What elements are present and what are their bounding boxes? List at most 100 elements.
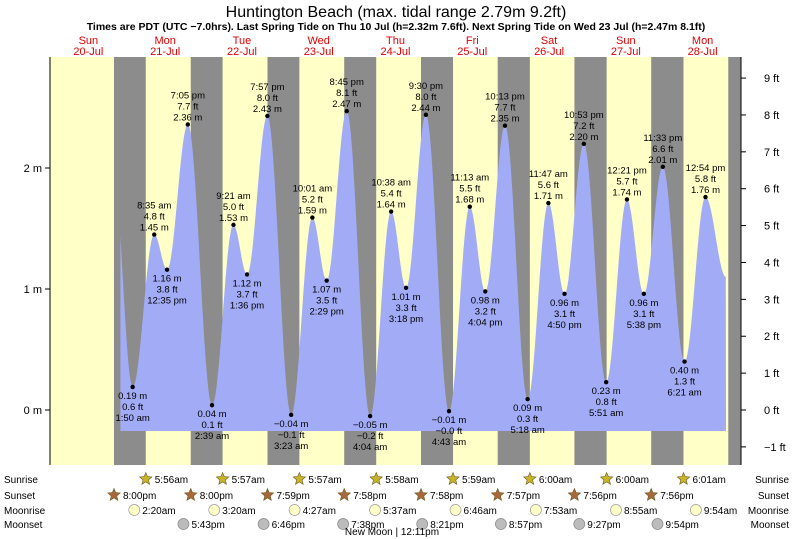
astro-row-label-right: Moonset: [751, 520, 790, 531]
tide-height-ft-label: 3.1 ft: [554, 309, 575, 320]
tide-height-m-label: 1.71 m: [534, 191, 563, 202]
tide-time-label: 6:21 am: [667, 388, 701, 399]
low-tide-marker: 0.40 m1.3 ft6:21 am: [667, 359, 702, 399]
moonrise-icon: [369, 504, 381, 516]
sunrise-icon: [369, 471, 384, 485]
sunset-time: 7:59pm: [276, 491, 309, 502]
tide-point: [562, 291, 567, 297]
tide-height-m-label: −0.04 m: [274, 419, 309, 430]
tide-time-label: 8:35 am: [137, 201, 171, 212]
day-date-label: 21-Jul: [150, 46, 180, 58]
astro-row-label-right: Sunrise: [755, 475, 789, 486]
high-tide-marker: 8:45 pm8.1 ft2.47 m: [330, 77, 364, 114]
tide-height-ft-label: 3.7 ft: [237, 289, 258, 300]
tide-time-label: 1:50 am: [115, 413, 149, 424]
moonset-time: 9:54pm: [666, 520, 699, 531]
moonrise-icon: [208, 504, 221, 516]
tide-height-ft-label: 0.8 ft: [596, 397, 617, 408]
tide-height-ft-label: −0.2 ft: [357, 431, 384, 442]
tide-time-label: 12:21 pm: [607, 165, 647, 176]
tide-height-m-label: 2.47 m: [332, 99, 361, 110]
moonset-icon: [495, 518, 507, 530]
tide-point: [682, 359, 687, 364]
high-tide-marker: 10:53 pm7.2 ft2.20 m: [564, 110, 604, 146]
tide-point: [446, 409, 452, 414]
low-tide-marker: 1.12 m3.7 ft1:36 pm: [230, 272, 264, 311]
right-tick-label: 7 ft: [764, 147, 779, 159]
right-tick-label: 0 ft: [764, 405, 779, 417]
tide-height-ft-label: 3.8 ft: [156, 285, 177, 296]
tide-point: [581, 141, 587, 146]
sunset-time: 8:00pm: [123, 491, 156, 502]
moonrise-time: 7:53am: [544, 506, 577, 517]
tide-time-label: 1:36 pm: [230, 300, 264, 311]
sunrise-time: 6:00am: [616, 475, 649, 486]
tide-height-m-label: 0.96 m: [550, 298, 579, 309]
left-tick-label: 1 m: [24, 284, 42, 296]
right-tick-label: 3 ft: [764, 294, 779, 306]
day-name-label: Mon: [692, 35, 713, 47]
tide-height-m-label: 2.35 m: [490, 114, 519, 125]
day-date-label: 24-Jul: [381, 46, 411, 58]
moonrise-time: 3:20am: [222, 506, 255, 517]
tide-point: [388, 209, 394, 214]
day-date-label: 27-Jul: [611, 46, 641, 58]
moonset-time: 8:57pm: [509, 520, 542, 531]
sunset-icon: [107, 487, 121, 501]
tide-point: [367, 413, 373, 419]
tide-height-ft-label: 0.3 ft: [517, 414, 538, 425]
tide-height-ft-label: −0.1 ft: [278, 430, 305, 441]
tide-height-ft-label: 8.1 ft: [336, 88, 357, 99]
tide-height-ft-label: 8.0 ft: [415, 92, 436, 103]
sunset-time: 7:56pm: [660, 491, 693, 502]
sunset-icon: [414, 487, 428, 501]
high-tide-marker: 12:21 pm5.7 ft1.74 m: [607, 165, 647, 202]
tide-point: [483, 289, 488, 294]
tide-time-label: 12:54 pm: [686, 163, 726, 174]
high-tide-marker: 11:47 am5.6 ft1.71 m: [529, 169, 568, 206]
tide-height-ft-label: 3.1 ft: [633, 309, 654, 320]
tide-height-ft-label: 5.6 ft: [538, 180, 559, 191]
chart-subtitle: Times are PDT (UTC −7.0hrs). Last Spring…: [87, 21, 706, 33]
tide-height-m-label: 2.20 m: [569, 132, 598, 143]
moonrise-time: 8:55am: [624, 506, 657, 517]
night-band: [728, 57, 741, 465]
tide-height-m-label: 0.09 m: [513, 403, 542, 414]
day-date-label: 28-Jul: [688, 46, 718, 58]
tide-time-label: 4:43 am: [432, 437, 466, 448]
tide-height-m-label: 2.43 m: [253, 104, 282, 115]
right-tick-label: 9 ft: [764, 73, 779, 85]
tide-height-ft-label: 3.5 ft: [316, 296, 337, 307]
tide-height-ft-label: 5.8 ft: [695, 174, 716, 185]
moonset-time: 7:38pm: [351, 520, 384, 531]
sunrise-time: 6:01am: [692, 475, 725, 486]
tide-time-label: 9:21 am: [216, 191, 250, 202]
moonset-icon: [257, 518, 270, 530]
tide-time-label: 11:13 am: [450, 173, 489, 184]
low-tide-marker: 1.01 m3.3 ft3:18 pm: [389, 285, 423, 325]
tide-point: [603, 379, 609, 385]
high-tide-marker: 9:30 pm8.0 ft2.44 m: [409, 81, 443, 117]
day-date-label: 25-Jul: [457, 46, 487, 58]
tide-height-m-label: 0.04 m: [198, 409, 227, 420]
tide-height-ft-label: 5.5 ft: [459, 184, 480, 195]
sunset-icon: [644, 487, 659, 501]
tide-point: [310, 215, 315, 220]
left-axis-meters: 0 m 1 m 2 m: [0, 57, 51, 465]
tide-time-label: 10:13 pm: [485, 92, 525, 103]
tide-height-m-label: 2.01 m: [648, 155, 677, 166]
left-axis-panel: [0, 57, 50, 465]
tide-point: [502, 123, 508, 128]
right-tick-label: 6 ft: [764, 184, 779, 196]
tide-height-m-label: 0.40 m: [670, 366, 699, 377]
sunset-time: 7:56pm: [583, 491, 616, 502]
right-tick-label: 1 ft: [764, 368, 779, 380]
chart-title: Huntington Beach (max. tidal range 2.79m…: [226, 4, 567, 21]
tide-height-ft-label: 7.7 ft: [177, 101, 198, 112]
tide-point: [423, 112, 429, 117]
moonrise-icon: [288, 504, 301, 516]
day-name-label: Sun: [79, 35, 99, 47]
tide-height-m-label: −0.05 m: [353, 420, 388, 431]
tide-height-ft-label: 6.6 ft: [652, 144, 673, 155]
tide-height-m-label: 1.64 m: [377, 200, 406, 211]
